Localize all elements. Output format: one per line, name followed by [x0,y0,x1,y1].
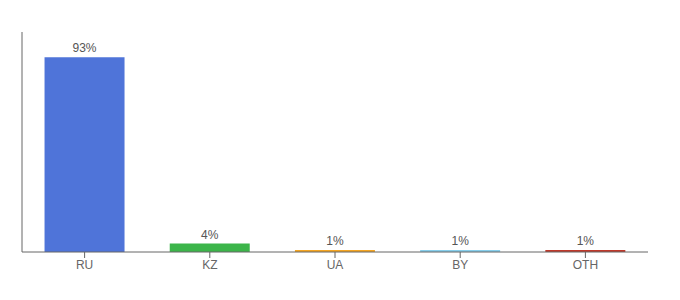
svg-text:UA: UA [327,258,344,272]
svg-text:OTH: OTH [573,258,598,272]
svg-text:1%: 1% [326,234,344,248]
svg-text:BY: BY [452,258,468,272]
svg-text:RU: RU [76,258,93,272]
svg-text:4%: 4% [201,228,219,242]
svg-text:KZ: KZ [202,258,217,272]
svg-text:1%: 1% [577,234,595,248]
svg-text:93%: 93% [73,41,97,55]
svg-text:1%: 1% [451,234,469,248]
